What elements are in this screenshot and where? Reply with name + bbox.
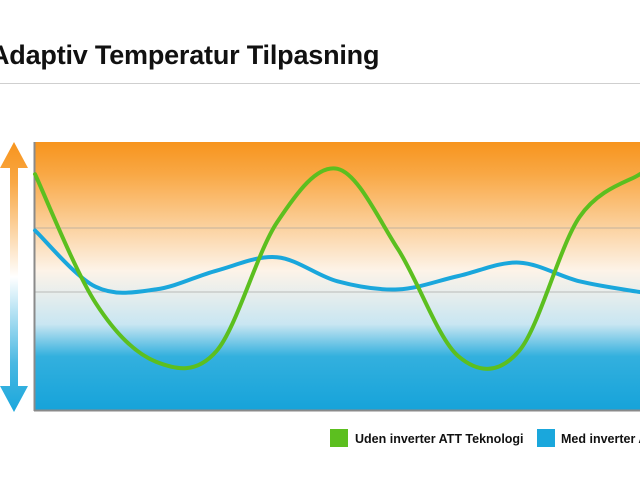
title-divider <box>0 83 640 84</box>
legend: Uden inverter ATT Teknologi Med inverter… <box>330 429 640 447</box>
legend-label: Uden inverter ATT Teknologi <box>355 432 524 446</box>
series-line-0 <box>33 166 640 371</box>
legend-swatch <box>330 429 348 447</box>
chart-title: Adaptiv Temperatur Tilpasning <box>0 40 380 70</box>
legend-label: Med inverter ATT Teknologi <box>561 432 640 446</box>
plot-background <box>35 142 640 410</box>
temperature-arrow-icon <box>0 142 28 412</box>
series-line-1 <box>33 228 640 295</box>
legend-swatch <box>537 429 555 447</box>
